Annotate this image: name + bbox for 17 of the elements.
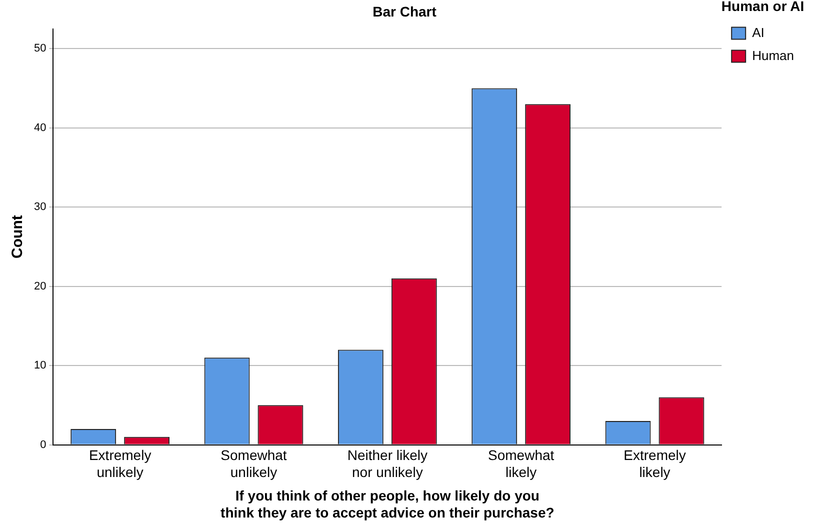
x-tick-label: Neither likely nor unlikely	[347, 447, 428, 480]
x-tick-label: Somewhat likely	[488, 447, 554, 480]
x-tick-label: Extremely likely	[624, 447, 686, 480]
legend-label: AI	[752, 24, 764, 40]
y-tick-label: 20	[34, 280, 46, 292]
y-tick-label: 40	[34, 122, 46, 134]
x-axis-title: If you think of other people, how likely do you think they are to accept advice on their purchase?	[220, 488, 554, 520]
y-tick-label: 50	[34, 42, 46, 55]
chart-title: Bar Chart	[372, 3, 437, 20]
y-axis-title: Count	[9, 215, 26, 258]
legend-title: Human or AI	[721, 0, 804, 14]
legend-label: Human	[752, 48, 794, 63]
y-tick-label: 10	[34, 360, 46, 372]
y-tick-label: 0	[40, 438, 46, 451]
y-tick-label: 30	[34, 201, 46, 214]
x-tick-label: Extremely unlikely	[88, 447, 152, 480]
x-tick-label: Somewhat unlikely	[220, 447, 287, 480]
